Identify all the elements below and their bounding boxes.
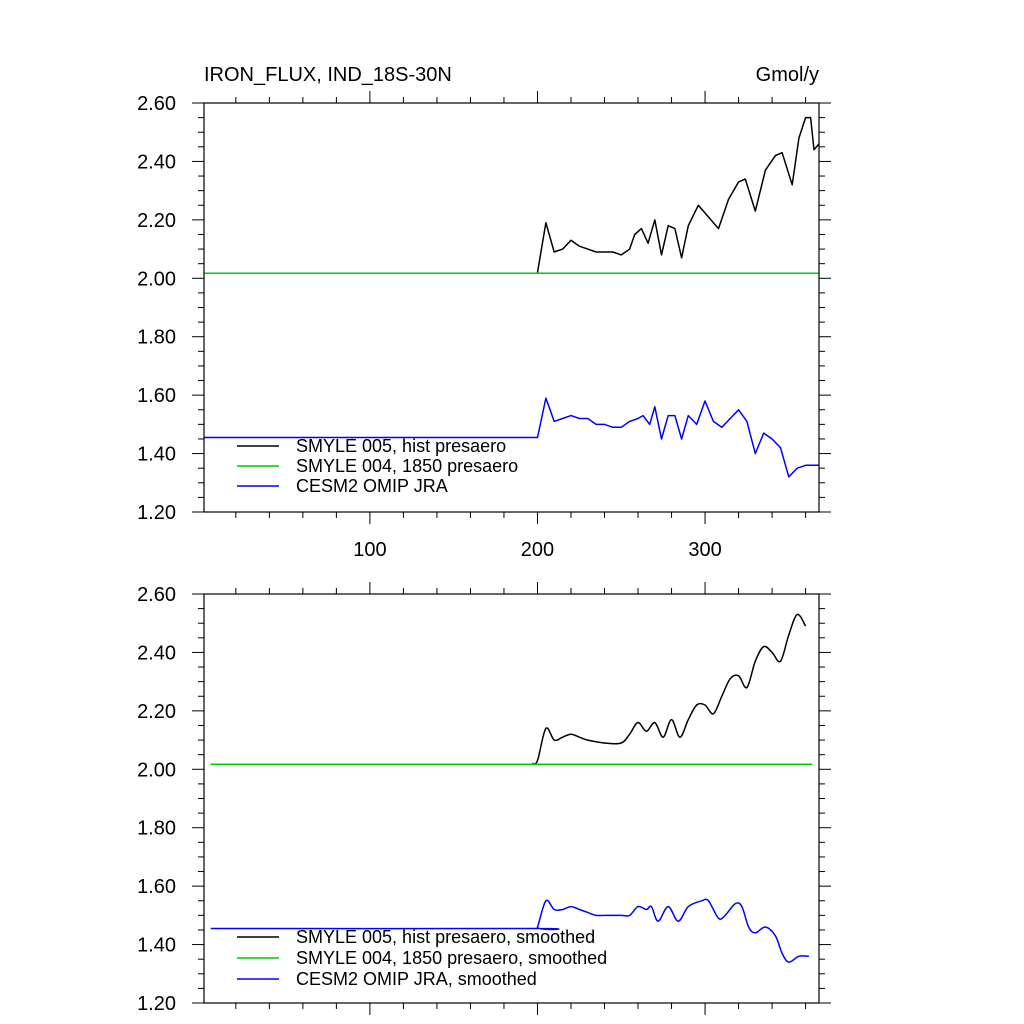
- legend-label-0: SMYLE 005, hist presaero, smoothed: [296, 927, 595, 947]
- y-tick-label: 1.80: [137, 327, 176, 349]
- series-line-0: [532, 613, 807, 765]
- y-tick-label: 1.40: [137, 935, 176, 957]
- x-tick-label: 200: [521, 539, 554, 561]
- series-line-0: [536, 116, 820, 273]
- series-line-2: [204, 397, 819, 478]
- chart-panel-top: IRON_FLUX, IND_18S-30N Gmol/y 1.20 1.40 1.60…: [137, 64, 831, 561]
- y-tick-label: 2.60: [137, 584, 176, 606]
- y-tick-label: 1.20: [137, 993, 176, 1015]
- units-label: Gmol/y: [756, 64, 819, 86]
- legend-label-0: SMYLE 005, hist presaero: [296, 436, 506, 456]
- y-tick-label: 1.60: [137, 876, 176, 898]
- y-tick-label: 2.60: [137, 93, 176, 115]
- chart-panel-bottom: 1.20 1.40 1.60 1.80 2.00 2.20 2.40 2.60 SMYLE 00…: [137, 582, 831, 1015]
- y-tick-label: 2.20: [137, 210, 176, 232]
- y-tick-label: 1.60: [137, 385, 176, 407]
- y-tick-label: 1.20: [137, 502, 176, 524]
- y-tick-label: 1.80: [137, 818, 176, 840]
- legend-label-2: CESM2 OMIP JRA, smoothed: [296, 969, 537, 989]
- chart-title: IRON_FLUX, IND_18S-30N: [204, 64, 452, 86]
- y-tick-label: 2.00: [137, 759, 176, 781]
- y-tick-label: 2.00: [137, 268, 176, 290]
- y-tick-label: 2.40: [137, 151, 176, 173]
- legend-label-2: CESM2 OMIP JRA: [296, 476, 448, 496]
- series-line-2: [210, 898, 809, 963]
- y-tick-label: 2.40: [137, 642, 176, 664]
- y-tick-label: 2.20: [137, 701, 176, 723]
- legend-label-1: SMYLE 004, 1850 presaero, smoothed: [296, 948, 607, 968]
- y-tick-label: 1.40: [137, 444, 176, 466]
- legend-label-1: SMYLE 004, 1850 presaero: [296, 456, 518, 476]
- plot-frame: [203, 593, 820, 1004]
- plot-frame: [203, 102, 820, 513]
- x-tick-label: 100: [353, 539, 386, 561]
- x-tick-label: 300: [688, 539, 721, 561]
